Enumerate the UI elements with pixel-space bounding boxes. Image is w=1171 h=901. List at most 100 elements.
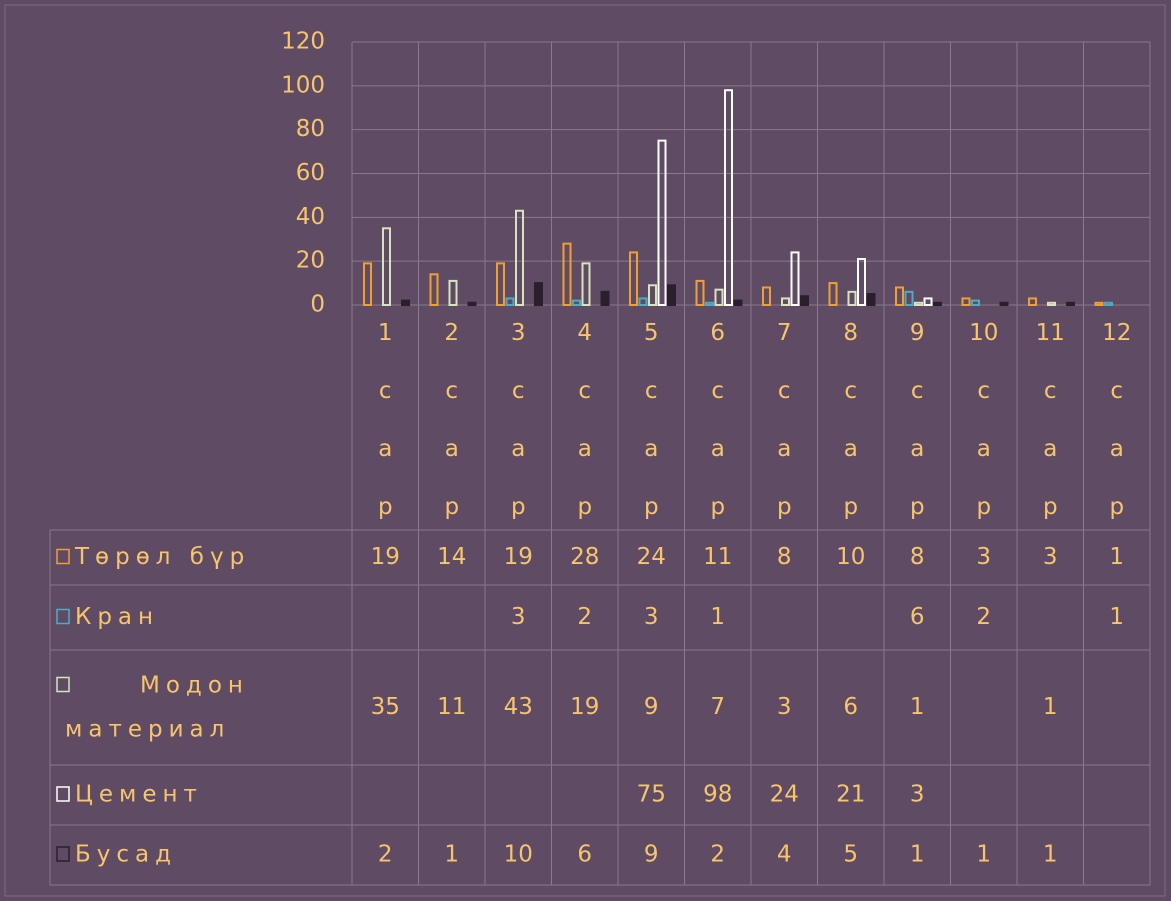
bar	[999, 301, 1009, 306]
data-cell: 43	[504, 694, 533, 720]
data-cell: 75	[637, 782, 666, 808]
label-line: а	[1110, 436, 1124, 462]
label-line: с	[578, 378, 591, 404]
bar	[933, 301, 942, 306]
x-tick-label: 11 с а р	[1036, 320, 1065, 520]
bar	[714, 288, 724, 306]
label-line: 9	[910, 320, 925, 346]
y-tick-label: 100	[281, 72, 325, 98]
x-tick-label: 6 с а р	[710, 320, 725, 520]
data-cell: 11	[437, 694, 466, 720]
y-tick-label: 0	[310, 292, 325, 318]
x-tick-label: 12 с а р	[1102, 320, 1131, 520]
legend-key	[56, 786, 70, 802]
y-tick-label: 20	[296, 248, 325, 274]
bar	[790, 251, 800, 306]
label-line: с	[911, 378, 924, 404]
y-tick-label: 80	[296, 116, 325, 142]
data-cell: 10	[836, 544, 865, 570]
label-line: а	[1043, 436, 1057, 462]
data-cell: 6	[577, 842, 592, 868]
bar	[733, 299, 743, 307]
y-tick-label: 60	[296, 160, 325, 186]
legend-label: Модон материал	[65, 672, 249, 742]
data-cell: 19	[371, 544, 400, 570]
label-line: материал	[65, 716, 230, 742]
data-cell: 2	[710, 842, 725, 868]
label-line: с	[977, 378, 990, 404]
data-cell: 1	[1043, 694, 1058, 720]
legend-label: Бусад	[75, 842, 177, 868]
bar	[1047, 301, 1056, 306]
x-tick-label: 5 с а р	[644, 320, 659, 520]
data-cell: 21	[836, 782, 865, 808]
label-line: 5	[644, 320, 659, 346]
label-line: р	[1043, 494, 1058, 520]
chart-frame	[4, 4, 1166, 897]
data-cell: 1	[710, 604, 725, 630]
data-cell: 14	[437, 544, 466, 570]
label-line: с	[844, 378, 857, 404]
data-cell: 9	[644, 842, 659, 868]
bar	[724, 89, 733, 307]
x-tick-label: 7 с а р	[777, 320, 792, 520]
data-cell: 3	[976, 544, 991, 570]
bar	[695, 279, 705, 306]
label-line: р	[444, 494, 459, 520]
label-line: 3	[511, 320, 526, 346]
data-cell: 3	[511, 604, 526, 630]
label-line: р	[910, 494, 925, 520]
data-cell: 2	[577, 604, 592, 630]
data-cell: 19	[504, 544, 533, 570]
label-line: а	[644, 436, 658, 462]
data-cell: 24	[770, 782, 799, 808]
data-cell: 3	[644, 604, 659, 630]
data-cell: 1	[1109, 604, 1124, 630]
label-line: а	[777, 436, 791, 462]
label-line: с	[445, 378, 458, 404]
data-cell: 2	[976, 604, 991, 630]
bar	[448, 279, 458, 306]
data-cell: 11	[703, 544, 732, 570]
data-cell: 3	[1043, 544, 1058, 570]
bar	[961, 297, 971, 306]
legend-key	[56, 548, 70, 565]
bar	[800, 295, 809, 307]
bar	[847, 290, 857, 307]
label-line: а	[844, 436, 858, 462]
label-line: с	[1044, 378, 1057, 404]
label-line: р	[511, 494, 526, 520]
bar	[781, 297, 790, 306]
bar	[1104, 301, 1113, 306]
y-tick-label: 120	[281, 29, 325, 55]
bar	[467, 301, 477, 306]
data-cell: 8	[910, 544, 925, 570]
legend-label: Кран	[75, 604, 159, 630]
data-cell: 6	[910, 604, 925, 630]
label-line: р	[843, 494, 858, 520]
bar	[1094, 301, 1104, 306]
data-cell: 7	[710, 694, 725, 720]
bar	[667, 284, 676, 306]
label-line: 12	[1102, 320, 1131, 346]
label-line: 4	[577, 320, 592, 346]
bar	[648, 284, 657, 306]
data-cell: 8	[777, 544, 792, 570]
bar	[638, 297, 648, 306]
bar	[857, 257, 866, 307]
data-cell: 19	[570, 694, 599, 720]
bar	[429, 273, 439, 307]
label-line: с	[1110, 378, 1123, 404]
label-line: р	[577, 494, 592, 520]
data-cell: 10	[504, 842, 533, 868]
bar	[657, 139, 667, 306]
bar	[1028, 297, 1037, 306]
data-cell: 6	[843, 694, 858, 720]
label-line: с	[778, 378, 791, 404]
bar	[762, 286, 771, 307]
data-cell: 1	[976, 842, 991, 868]
legend-key	[56, 676, 70, 693]
label-line: 11	[1036, 320, 1065, 346]
label-line: а	[378, 436, 392, 462]
bar	[534, 282, 543, 307]
